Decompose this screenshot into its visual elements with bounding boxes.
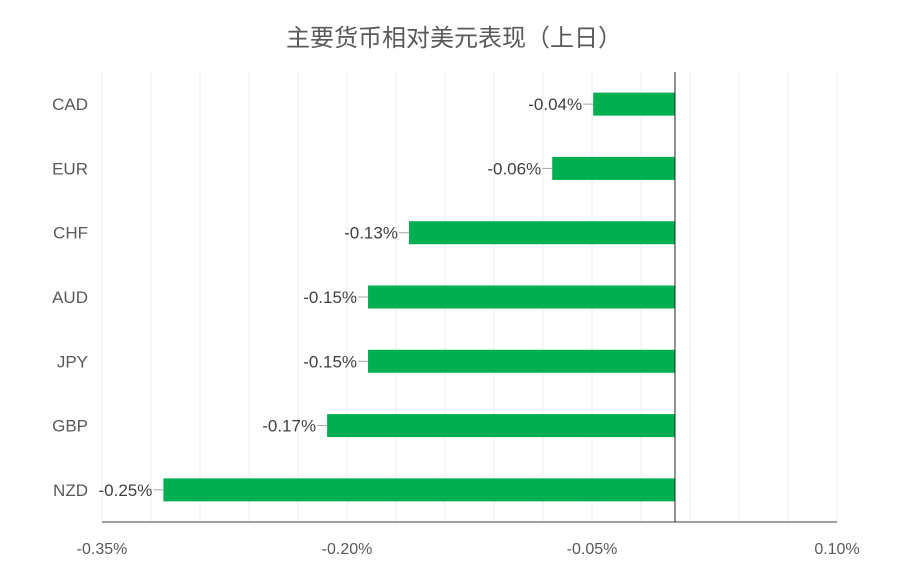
category-label: GBP xyxy=(52,417,88,436)
gridlines xyxy=(101,72,838,522)
x-tick-label: -0.35% xyxy=(77,541,128,558)
data-label: -0.04% xyxy=(528,95,582,114)
category-label: NZD xyxy=(53,481,88,500)
bar-aud xyxy=(368,285,675,309)
data-label: -0.15% xyxy=(303,352,357,371)
category-label: JPY xyxy=(57,352,88,371)
bar-jpy xyxy=(368,349,675,373)
data-label: -0.06% xyxy=(487,159,541,178)
x-tick-label: -0.05% xyxy=(567,541,618,558)
bar-cad xyxy=(593,92,675,116)
category-label: EUR xyxy=(52,159,88,178)
bar-eur xyxy=(552,156,675,180)
data-label: -0.13% xyxy=(344,224,398,243)
labels: -0.35% -0.20% -0.05% 0.10% CAD -0.04% EUR -0.06… xyxy=(52,95,860,558)
category-label: CAD xyxy=(52,95,88,114)
bar-gbp xyxy=(327,414,675,438)
data-label: -0.17% xyxy=(262,417,316,436)
category-label: CHF xyxy=(53,224,88,243)
chart-title: 主要货币相对美元表现（上日） xyxy=(286,24,622,52)
category-label: AUD xyxy=(52,288,88,307)
bar-chf xyxy=(408,221,675,245)
x-tick-label: -0.20% xyxy=(322,541,373,558)
bars xyxy=(163,92,675,502)
x-tick-label: 0.10% xyxy=(814,541,859,558)
bar-nzd xyxy=(163,478,675,502)
data-label: -0.25% xyxy=(99,481,153,500)
data-label: -0.15% xyxy=(303,288,357,307)
axes xyxy=(102,72,837,523)
